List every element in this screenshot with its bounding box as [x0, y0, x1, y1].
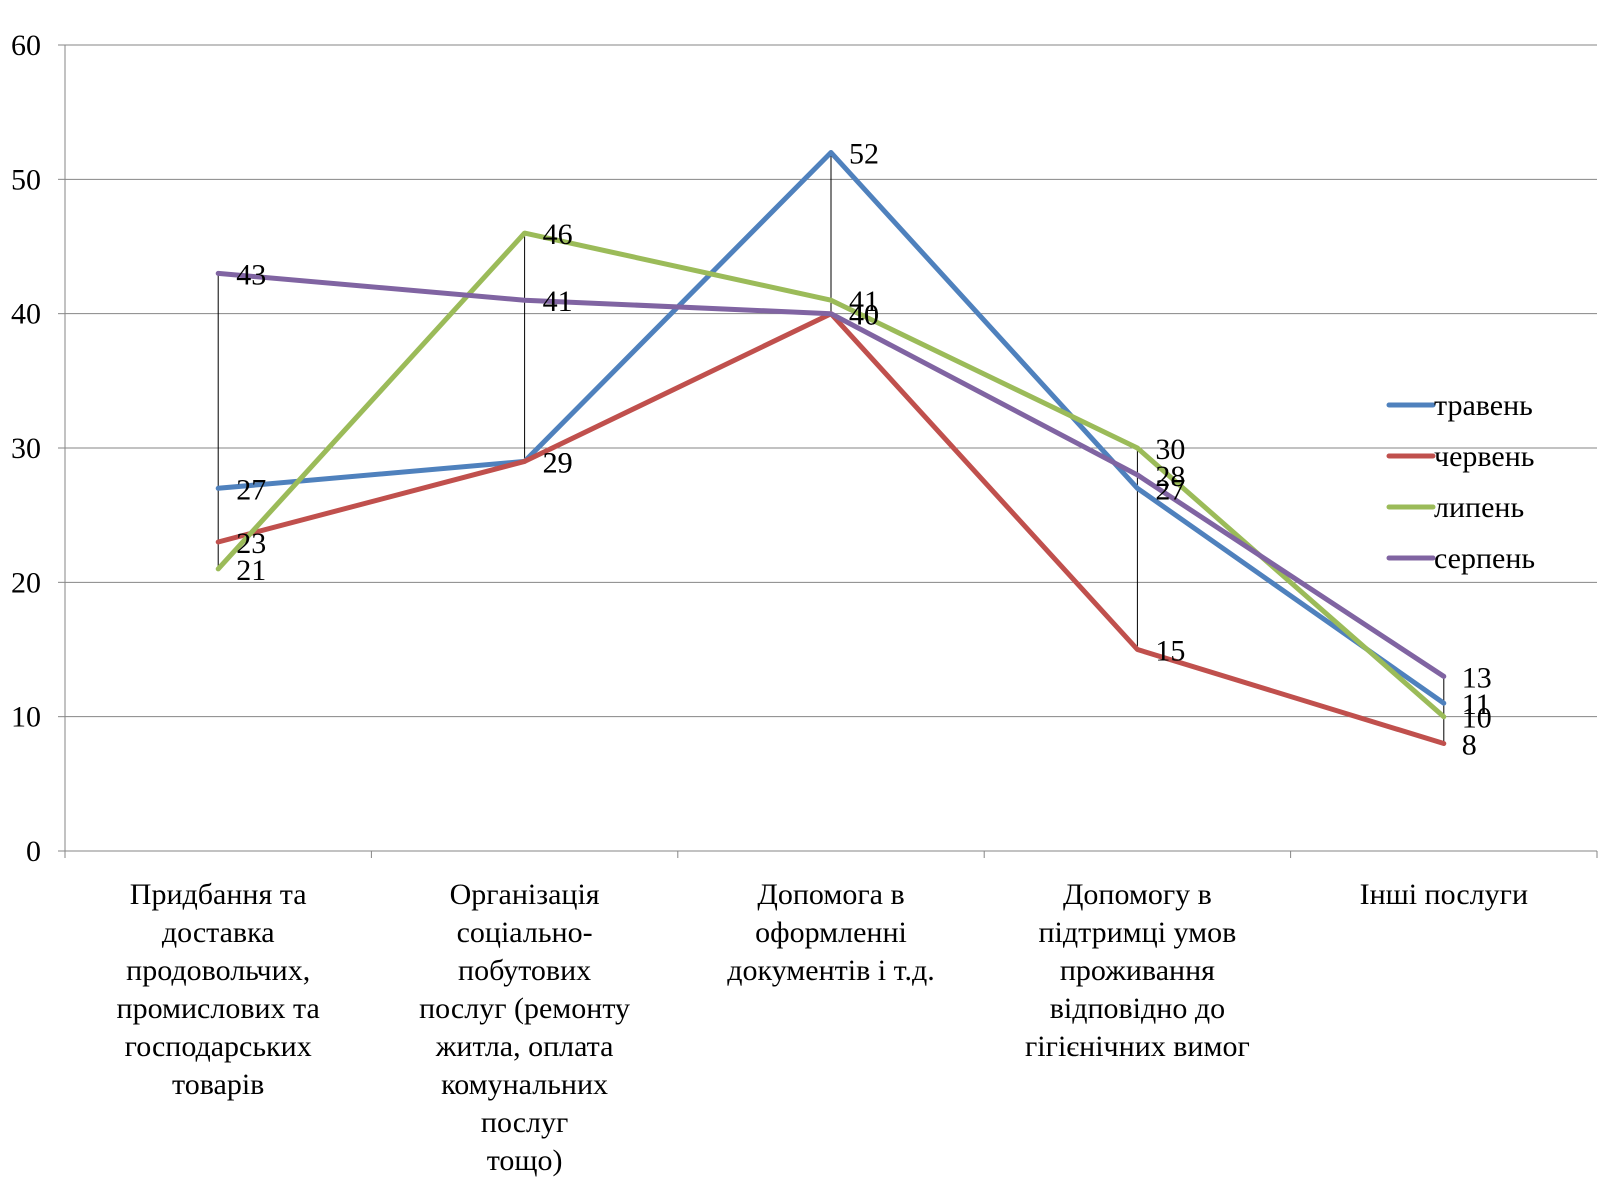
data-label: 46	[543, 218, 573, 251]
data-label: 23	[236, 527, 266, 560]
data-label: 15	[1155, 635, 1185, 668]
y-tick-label: 60	[11, 29, 41, 62]
data-label: 52	[849, 137, 879, 170]
legend-label: червень	[1434, 440, 1534, 473]
data-label: 8	[1462, 729, 1477, 762]
y-tick-label: 10	[11, 701, 41, 734]
data-label: 41	[849, 285, 879, 318]
y-tick-label: 30	[11, 432, 41, 465]
data-label: 41	[543, 285, 573, 318]
y-tick-label: 40	[11, 298, 41, 331]
legend-label: травень	[1434, 389, 1533, 422]
gridlines	[65, 44, 1597, 718]
data-label: 13	[1462, 661, 1492, 694]
axes: 0 10 20 30 40 50 60	[11, 29, 1598, 868]
series-line-червень	[215, 311, 1447, 746]
x-category-label: Інші послуги	[1359, 878, 1529, 911]
data-label: 27	[236, 473, 266, 506]
series-line-травень	[215, 150, 1447, 706]
y-tick-label: 0	[26, 835, 41, 868]
series-lines	[215, 150, 1447, 746]
y-tick-label: 50	[11, 163, 41, 196]
data-label: 29	[543, 446, 573, 479]
legend-label: серпень	[1434, 542, 1535, 575]
x-category-label: Придбання та доставка продовольчих, пром…	[116, 878, 320, 1101]
x-category-label: Допомога в оформленні документів і т.д.	[727, 878, 935, 987]
data-label: 29	[543, 446, 573, 479]
data-label: 40	[849, 299, 879, 332]
legend: травень червень липень серпень	[1386, 389, 1535, 575]
data-label: 28	[1155, 460, 1185, 493]
y-tick-label: 20	[11, 566, 41, 599]
legend-label: липень	[1434, 491, 1524, 524]
high-low-lines	[217, 152, 1445, 744]
x-category-label: Допомогу в підтримці умов проживання від…	[1025, 878, 1250, 1063]
data-label: 10	[1462, 702, 1492, 735]
series-line-липень	[215, 230, 1447, 720]
data-label: 11	[1462, 688, 1491, 721]
data-label: 30	[1155, 433, 1185, 466]
data-label: 27	[1155, 473, 1185, 506]
data-label: 21	[236, 554, 266, 587]
data-label: 43	[236, 258, 266, 291]
x-category-label: Організація соціально-побутових послуг (…	[419, 878, 631, 1177]
series-line-серпень	[215, 270, 1447, 679]
data-label: 40	[849, 299, 879, 332]
